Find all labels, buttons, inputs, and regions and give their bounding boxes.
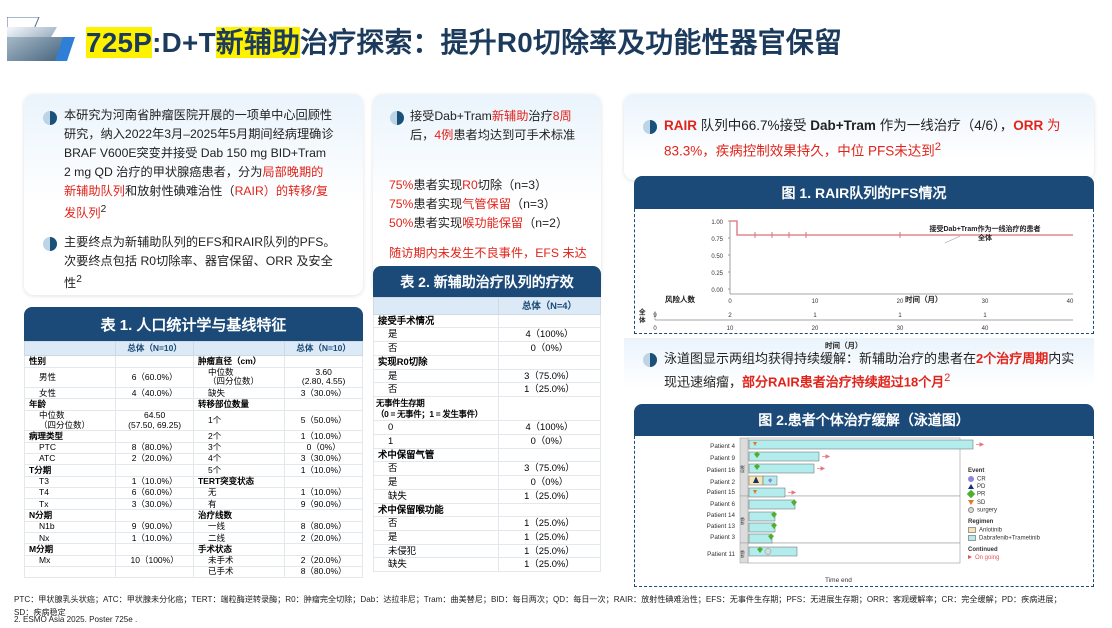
svg-text:1: 1 [983,312,987,319]
svg-text:全体: 全体 [977,233,993,242]
svg-text:30: 30 [897,326,904,332]
svg-text:Patient 2: Patient 2 [710,479,735,486]
svg-text:转移: 转移 [739,550,745,558]
svg-text:局晚: 局晚 [739,465,745,473]
svg-text:Patient 16: Patient 16 [707,467,736,474]
svg-text:9: 9 [653,312,657,319]
svg-text:Patient 15: Patient 15 [707,489,736,496]
svg-text:Patient 11: Patient 11 [707,551,735,558]
svg-text:1.00: 1.00 [711,220,723,226]
svg-text:0.75: 0.75 [711,237,723,243]
svg-text:1: 1 [813,312,817,319]
svg-text:Patient 6: Patient 6 [710,501,735,508]
svg-text:20: 20 [812,326,819,332]
svg-text:Patient 3: Patient 3 [710,534,735,541]
svg-text:0: 0 [653,326,657,332]
svg-text:Patient 9: Patient 9 [710,455,735,462]
svg-text:40: 40 [982,326,989,332]
svg-text:Patient 14: Patient 14 [707,512,736,519]
svg-text:2: 2 [728,312,732,319]
svg-text:接受Dab+Tram作为一线治疗的患者: 接受Dab+Tram作为一线治疗的患者 [929,224,1040,233]
svg-text:Patient 13: Patient 13 [707,523,736,530]
svg-text:转移: 转移 [739,517,745,525]
svg-text:0.50: 0.50 [711,254,723,260]
svg-text:10: 10 [727,326,734,332]
svg-text:Patient 4: Patient 4 [710,443,735,450]
svg-text:1: 1 [898,312,902,319]
svg-text:0.00: 0.00 [711,288,723,294]
svg-text:0.25: 0.25 [711,271,723,277]
